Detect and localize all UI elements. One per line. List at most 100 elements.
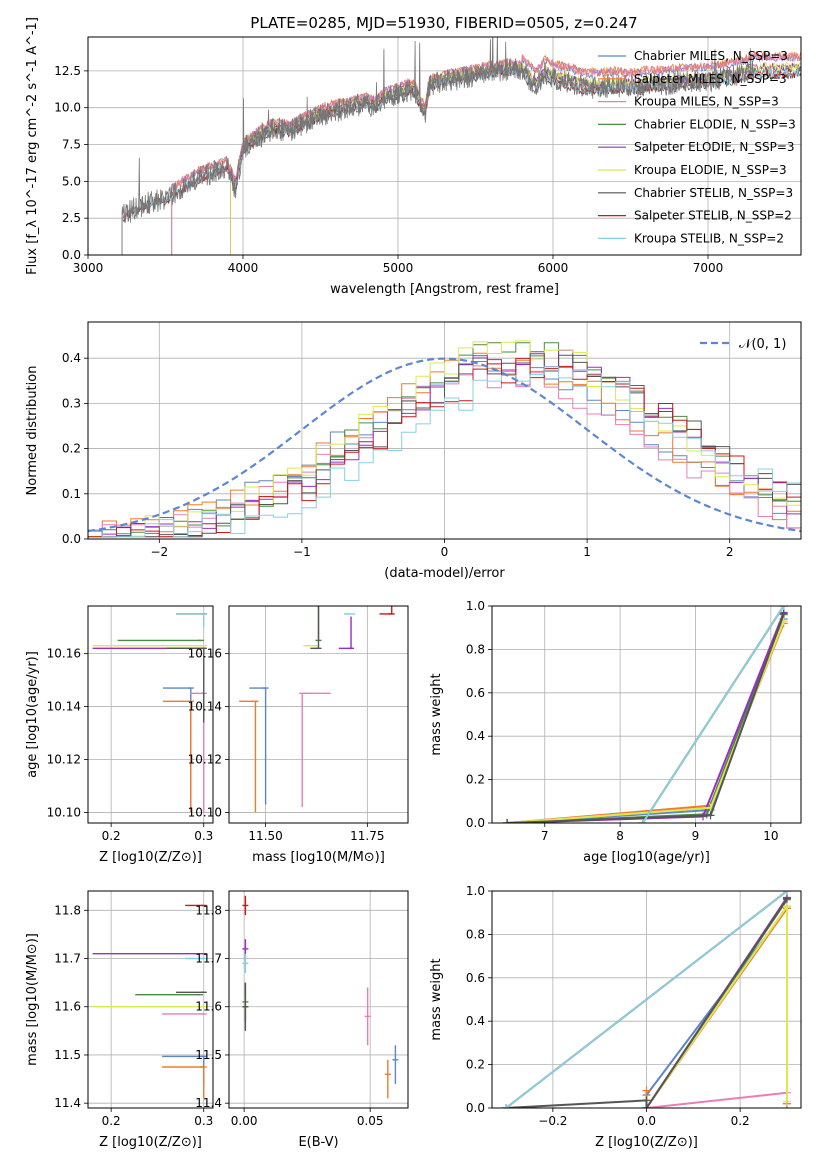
data-point bbox=[384, 1059, 391, 1099]
y-tick-label: 10.10 bbox=[188, 805, 222, 819]
x-tick-label: 7000 bbox=[693, 261, 724, 275]
residual-histogram bbox=[88, 366, 801, 539]
plot-area bbox=[88, 340, 801, 539]
y-tick-label: 0.8 bbox=[466, 642, 485, 656]
y-tick-label: 0.1 bbox=[62, 487, 81, 501]
y-tick-label: 2.5 bbox=[62, 211, 81, 225]
legend-entry: Kroupa ELODIE, N_SSP=3 bbox=[634, 163, 787, 177]
x-tick-label: 10 bbox=[763, 829, 778, 843]
y-tick-label: 1.0 bbox=[466, 884, 485, 898]
mass-weight-vs-age-panel: 7 8 9 10 0.0 0.2 0.4 0.6 0.8 1.0 age [log10(age/yr… bbox=[429, 599, 802, 865]
x-tick-label: −0.2 bbox=[538, 1114, 567, 1128]
y-tick-label: 0.0 bbox=[466, 816, 485, 830]
data-point bbox=[249, 687, 269, 805]
observed-spectrum-line bbox=[121, 37, 755, 255]
plot-area bbox=[503, 606, 788, 823]
y-tick-label: 11.8 bbox=[195, 903, 222, 917]
data-point bbox=[379, 606, 395, 615]
legend-entry: Kroupa MILES, N_SSP=3 bbox=[634, 95, 779, 109]
x-tick-label: 0.05 bbox=[357, 1114, 384, 1128]
data-point bbox=[338, 616, 355, 650]
data-point bbox=[242, 895, 249, 916]
y-tick-label: 10.14 bbox=[47, 700, 81, 714]
spectrum-panel: 3000 4000 5000 6000 7000 0.0 2.5 5.0 7.5 10.0 12.5… bbox=[25, 17, 802, 297]
grid bbox=[88, 322, 801, 540]
mass-weight-marker bbox=[642, 1096, 651, 1105]
plot-area bbox=[239, 606, 395, 813]
x-tick-label: −2 bbox=[150, 545, 168, 559]
y-axis-label: Flux [f_λ 10^-17 erg cm^-2 s^-1 A^-1] bbox=[25, 17, 40, 275]
y-tick-label: 11.5 bbox=[54, 1048, 81, 1062]
grid bbox=[492, 605, 801, 824]
legend: Chabrier MILES, N_SSP=3 Salpeter MILES, N… bbox=[598, 49, 796, 245]
y-tick-label: 11.5 bbox=[195, 1048, 222, 1062]
mass-weight-marker bbox=[638, 819, 647, 823]
x-axis-label: (data-model)/error bbox=[384, 566, 505, 581]
residuals-panel: −2 −1 0 1 2 0.0 0.1 0.2 0.3 0.4 (data-model)/error… bbox=[25, 321, 802, 581]
x-tick-label: 5000 bbox=[383, 261, 414, 275]
x-tick-label: 0.3 bbox=[194, 1114, 213, 1128]
y-tick-label: 10.12 bbox=[188, 752, 222, 766]
mass-weight-marker bbox=[642, 1086, 651, 1095]
y-tick-label: 11.7 bbox=[195, 952, 222, 966]
legend-entry: Kroupa STELIB, N_SSP=2 bbox=[634, 231, 784, 245]
age-vs-mass-panel: 11.50 11.75 10.10 10.12 10.14 10.16 mass [log1… bbox=[188, 605, 409, 865]
data-point bbox=[364, 987, 371, 1046]
x-tick-label: 0.3 bbox=[194, 829, 213, 843]
y-tick-label: 11.6 bbox=[195, 1000, 222, 1014]
data-point bbox=[162, 1066, 207, 1099]
x-tick-label: 8 bbox=[616, 829, 624, 843]
data-point bbox=[166, 647, 207, 723]
mass-weight-marker bbox=[503, 819, 512, 823]
y-tick-label: 10.10 bbox=[47, 805, 81, 819]
mass-weight-marker bbox=[779, 609, 788, 618]
y-tick-label: 0.3 bbox=[62, 396, 81, 410]
y-tick-label: 0.0 bbox=[466, 1101, 485, 1115]
grid bbox=[88, 606, 213, 823]
mass-weight-marker bbox=[502, 1104, 511, 1108]
x-tick-label: 0.2 bbox=[731, 1114, 750, 1128]
y-tick-label: 0.4 bbox=[62, 351, 81, 365]
x-axis-label: Z [log10(Z/Z⊙)] bbox=[99, 1135, 202, 1150]
mass-weight-line bbox=[507, 612, 785, 823]
x-tick-label: 11.75 bbox=[350, 829, 384, 843]
mass-weight-marker bbox=[642, 1104, 651, 1108]
x-axis-label: Z [log10(Z/Z⊙)] bbox=[595, 1135, 698, 1150]
mass-weight-marker bbox=[782, 891, 791, 895]
y-axis-label: mass weight bbox=[429, 673, 444, 755]
x-tick-label: 0.00 bbox=[231, 1114, 258, 1128]
y-tick-label: 5.0 bbox=[62, 174, 81, 188]
legend-entry: 𝒩(0, 1) bbox=[739, 337, 786, 352]
legend-entry: Chabrier ELODIE, N_SSP=3 bbox=[634, 117, 796, 131]
x-tick-label: 2 bbox=[726, 545, 734, 559]
y-tick-label: 11.7 bbox=[54, 952, 81, 966]
x-tick-label: 0.2 bbox=[102, 1114, 121, 1128]
y-tick-label: 10.0 bbox=[54, 101, 81, 115]
x-tick-label: 9 bbox=[692, 829, 700, 843]
mass-weight-marker bbox=[782, 894, 791, 903]
x-axis-label: wavelength [Angstrom, rest frame] bbox=[330, 282, 559, 297]
y-tick-label: 12.5 bbox=[54, 64, 81, 78]
figure-title: PLATE=0285, MJD=51930, FIBERID=0505, z=0… bbox=[250, 14, 637, 32]
mass-weight-line bbox=[641, 606, 785, 823]
y-tick-label: 10.16 bbox=[47, 647, 81, 661]
grid bbox=[229, 606, 408, 823]
plot-area bbox=[242, 895, 399, 1099]
legend-entry: Salpeter MILES, N_SSP=3 bbox=[634, 72, 787, 86]
x-axis-label: mass [log10(M/M⊙)] bbox=[252, 850, 385, 865]
x-tick-label: 0.2 bbox=[102, 829, 121, 843]
y-tick-label: 11.6 bbox=[54, 1000, 81, 1014]
data-point bbox=[175, 613, 207, 628]
y-tick-label: 0.6 bbox=[466, 686, 485, 700]
normal-curve bbox=[88, 357, 801, 533]
data-point bbox=[239, 700, 259, 813]
model-spectrum-line bbox=[171, 51, 801, 255]
y-tick-label: 11.8 bbox=[54, 903, 81, 917]
x-tick-label: 11.50 bbox=[248, 829, 282, 843]
y-tick-label: 10.14 bbox=[188, 700, 222, 714]
y-tick-label: 1.0 bbox=[466, 599, 485, 613]
x-axis-label: E(B-V) bbox=[298, 1135, 338, 1150]
model-spectrum-line bbox=[230, 62, 801, 255]
x-tick-label: 6000 bbox=[538, 261, 569, 275]
mass-weight-marker bbox=[782, 902, 791, 911]
